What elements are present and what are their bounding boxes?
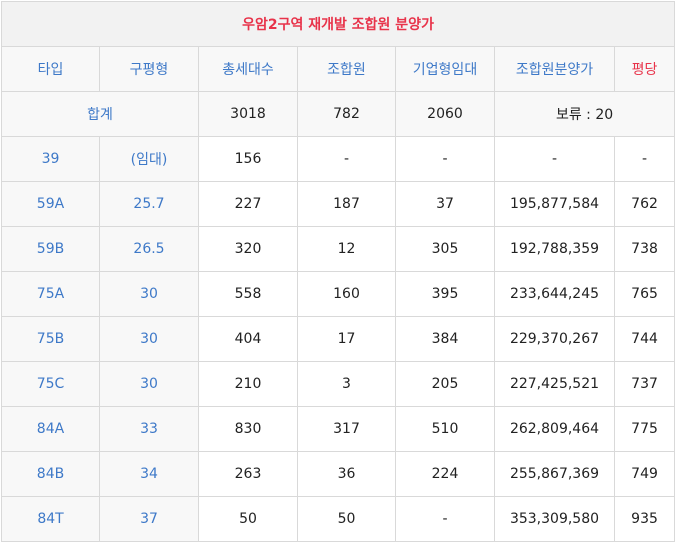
header-member-price: 조합원분양가 [494,46,615,92]
cell-type: 75A [1,271,100,317]
total-members: 782 [297,91,396,137]
cell-households: 830 [198,406,298,452]
cell-per-pyeong: 749 [613,451,675,497]
cell-per-pyeong: 744 [613,316,675,362]
total-rental: 2060 [395,91,495,137]
cell-members: 12 [297,226,396,272]
cell-member-price: 195,877,584 [494,181,615,227]
cell-households: 156 [198,136,298,182]
table-row: 84B 34 263 36 224 255,867,369 749 [1,451,675,497]
cell-pyeong: (임대) [99,136,199,182]
cell-members: 3 [297,361,396,407]
header-rental: 기업형임대 [395,46,495,92]
cell-per-pyeong: 762 [613,181,675,227]
header-row: 타입 구평형 총세대수 조합원 기업형임대 조합원분양가 평당 [1,46,675,92]
cell-households: 210 [198,361,298,407]
cell-pyeong: 25.7 [99,181,199,227]
cell-households: 558 [198,271,298,317]
cell-rental: 224 [395,451,495,497]
cell-households: 320 [198,226,298,272]
table-row: 75B 30 404 17 384 229,370,267 744 [1,316,675,362]
cell-type: 59B [1,226,100,272]
cell-members: 50 [297,496,396,542]
cell-members: 317 [297,406,396,452]
title-row: 우암2구역 재개발 조합원 분양가 [0,1,675,47]
cell-members: 17 [297,316,396,362]
cell-households: 227 [198,181,298,227]
cell-pyeong: 37 [99,496,199,542]
cell-per-pyeong: 738 [613,226,675,272]
cell-pyeong: 26.5 [99,226,199,272]
header-households: 총세대수 [198,46,298,92]
table-title: 우암2구역 재개발 조합원 분양가 [0,1,675,47]
table-row: 59A 25.7 227 187 37 195,877,584 762 [1,181,675,227]
total-reserve: 보류 : 20 [493,91,675,137]
header-pyeong: 구평형 [99,46,199,92]
total-label: 합계 [1,91,199,137]
cell-households: 404 [198,316,298,362]
table-row: 84A 33 830 317 510 262,809,464 775 [1,406,675,452]
cell-type: 75B [1,316,100,362]
cell-type: 84A [1,406,100,452]
cell-rental: 37 [395,181,495,227]
cell-member-price: 255,867,369 [494,451,615,497]
header-type: 타입 [1,46,100,92]
cell-pyeong: 30 [99,316,199,362]
header-members: 조합원 [297,46,396,92]
total-row: 합계 3018 782 2060 보류 : 20 [1,91,675,137]
table-row: 75A 30 558 160 395 233,644,245 765 [1,271,675,317]
cell-member-price: 233,644,245 [494,271,615,317]
cell-per-pyeong: 737 [613,361,675,407]
cell-member-price: 227,425,521 [494,361,615,407]
cell-per-pyeong: 765 [613,271,675,317]
table-row: 59B 26.5 320 12 305 192,788,359 738 [1,226,675,272]
cell-members: 187 [297,181,396,227]
cell-rental: 510 [395,406,495,452]
table-row: 39 (임대) 156- - - - [1,136,675,182]
cell-member-price: 353,309,580 [494,496,615,542]
cell-rental: 384 [395,316,495,362]
header-per-pyeong: 평당 [613,46,675,92]
total-households: 3018 [198,91,298,137]
cell-per-pyeong: 935 [613,496,675,542]
cell-pyeong: 34 [99,451,199,497]
cell-type: 84B [1,451,100,497]
cell-rental: - [395,136,495,182]
cell-rental: - [395,496,495,542]
table-row: 84T 37 50 50-353,309,580 935 [1,496,675,542]
cell-member-price: - [494,136,615,182]
cell-rental: 205 [395,361,495,407]
cell-member-price: 229,370,267 [494,316,615,362]
cell-members: - [297,136,396,182]
cell-type: 39 [1,136,100,182]
cell-per-pyeong: - [613,136,675,182]
cell-rental: 305 [395,226,495,272]
cell-rental: 395 [395,271,495,317]
cell-members: 36 [297,451,396,497]
table-row: 75C 30 210 3 205 227,425,521 737 [1,361,675,407]
cell-households: 50 [198,496,298,542]
cell-type: 59A [1,181,100,227]
cell-type: 75C [1,361,100,407]
cell-member-price: 192,788,359 [494,226,615,272]
cell-per-pyeong: 775 [613,406,675,452]
cell-pyeong: 30 [99,271,199,317]
cell-member-price: 262,809,464 [494,406,615,452]
cell-pyeong: 33 [99,406,199,452]
cell-pyeong: 30 [99,361,199,407]
cell-type: 84T [1,496,100,542]
cell-members: 160 [297,271,396,317]
cell-households: 263 [198,451,298,497]
